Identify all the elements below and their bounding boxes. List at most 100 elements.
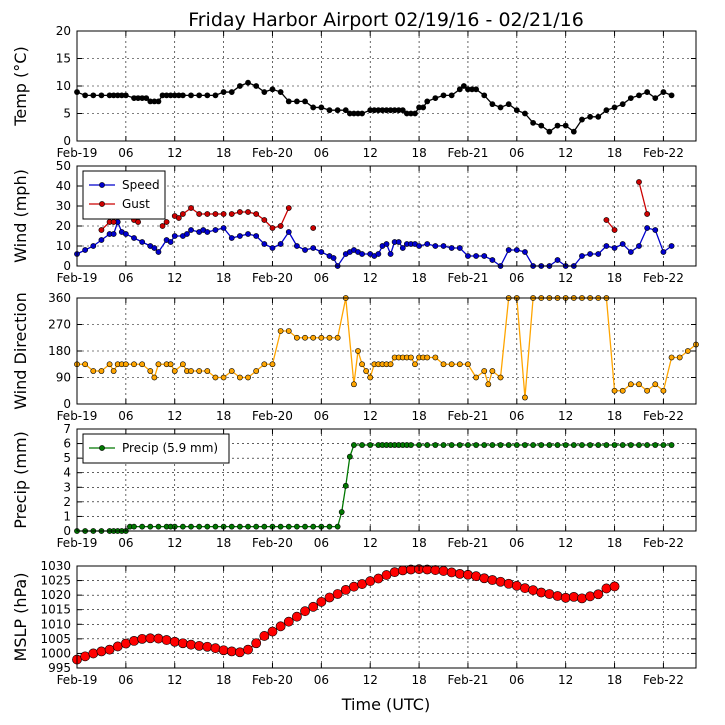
data-point	[277, 223, 284, 229]
data-point	[261, 241, 268, 247]
data-point	[218, 645, 229, 656]
data-point	[98, 92, 105, 99]
data-point	[465, 253, 471, 259]
data-point	[522, 249, 528, 255]
data-point	[153, 633, 164, 644]
data-point	[145, 633, 156, 644]
data-point	[131, 235, 137, 241]
data-point	[277, 523, 284, 530]
x-tick-label: Feb-21	[448, 271, 489, 285]
data-point	[489, 368, 496, 374]
data-point	[652, 227, 659, 233]
data-point	[627, 381, 634, 388]
chart-title: Friday Harbor Airport 02/19/16 - 02/21/1…	[188, 9, 584, 31]
y-tick-label: 20	[56, 24, 71, 38]
data-point	[171, 368, 178, 374]
data-point	[395, 239, 402, 245]
data-point	[234, 647, 245, 658]
data-point	[277, 328, 284, 334]
data-point	[106, 361, 113, 368]
data-point	[310, 104, 317, 111]
data-point	[627, 95, 634, 101]
data-point	[196, 211, 203, 217]
data-point	[408, 442, 414, 448]
x-tick-label: 18	[216, 536, 231, 550]
y-tick-label: 1	[63, 509, 71, 523]
data-point	[399, 245, 406, 251]
data-point	[448, 245, 455, 251]
data-point	[204, 523, 211, 530]
x-tick-label: Feb-19	[57, 409, 98, 423]
data-point	[194, 640, 205, 651]
data-point	[98, 237, 105, 243]
data-point	[253, 233, 260, 239]
data-point	[151, 374, 158, 381]
data-point	[528, 585, 539, 596]
x-tick-label: Feb-19	[57, 673, 98, 687]
data-point	[460, 83, 467, 89]
data-point	[432, 354, 439, 361]
data-point	[326, 523, 333, 530]
data-point	[88, 648, 99, 659]
y-tick-label: 5	[63, 107, 71, 121]
x-tick-label: 18	[411, 536, 426, 550]
data-point	[627, 442, 634, 448]
y-axis-label: Precip (mm)	[11, 431, 30, 529]
data-point	[294, 243, 300, 249]
data-point	[546, 128, 553, 135]
data-point	[129, 635, 139, 646]
data-point	[318, 249, 325, 255]
data-point	[346, 453, 353, 460]
x-tick-label: Feb-21	[448, 673, 489, 687]
x-tick-label: 06	[314, 536, 329, 550]
data-point	[338, 509, 345, 515]
data-point	[619, 101, 626, 108]
x-tick-label: Feb-22	[643, 271, 684, 285]
data-point	[465, 361, 471, 368]
x-tick-label: 18	[607, 409, 622, 423]
data-point	[334, 334, 341, 341]
x-tick-label: 06	[314, 271, 329, 285]
data-point	[375, 251, 382, 257]
data-point	[440, 442, 447, 448]
data-point	[285, 523, 292, 530]
data-point	[275, 621, 286, 632]
data-point	[228, 89, 235, 95]
data-point	[611, 245, 618, 251]
data-point	[355, 348, 361, 354]
y-tick-label: 1010	[40, 617, 71, 631]
data-point	[110, 368, 117, 374]
y-tick-label: 995	[48, 661, 71, 675]
data-point	[568, 591, 579, 602]
y-axis-label: Temp (°C)	[11, 46, 30, 126]
data-point	[579, 442, 585, 448]
data-point	[285, 205, 292, 211]
data-point	[513, 247, 520, 253]
x-tick-label: 18	[411, 673, 426, 687]
data-point	[122, 361, 129, 368]
data-point	[636, 442, 642, 448]
data-point	[167, 361, 174, 368]
legend-marker	[99, 201, 105, 207]
data-point	[253, 83, 260, 89]
data-point	[530, 442, 537, 448]
data-point	[473, 253, 479, 259]
x-tick-label: 06	[118, 271, 133, 285]
data-point	[212, 92, 219, 99]
data-point	[387, 361, 394, 368]
x-tick-label: 18	[216, 271, 231, 285]
y-tick-label: 1005	[40, 632, 71, 646]
data-point	[151, 245, 158, 251]
legend-marker	[99, 182, 105, 188]
data-point	[481, 442, 488, 448]
data-point	[440, 92, 447, 99]
x-tick-label: Feb-19	[57, 536, 98, 550]
x-tick-label: Feb-19	[57, 146, 98, 160]
y-tick-label: 1000	[40, 646, 71, 660]
data-point	[481, 92, 488, 99]
data-point	[196, 92, 203, 99]
x-tick-label: Feb-21	[448, 409, 489, 423]
data-point	[186, 639, 196, 650]
data-point	[285, 98, 292, 105]
data-point	[137, 633, 148, 644]
